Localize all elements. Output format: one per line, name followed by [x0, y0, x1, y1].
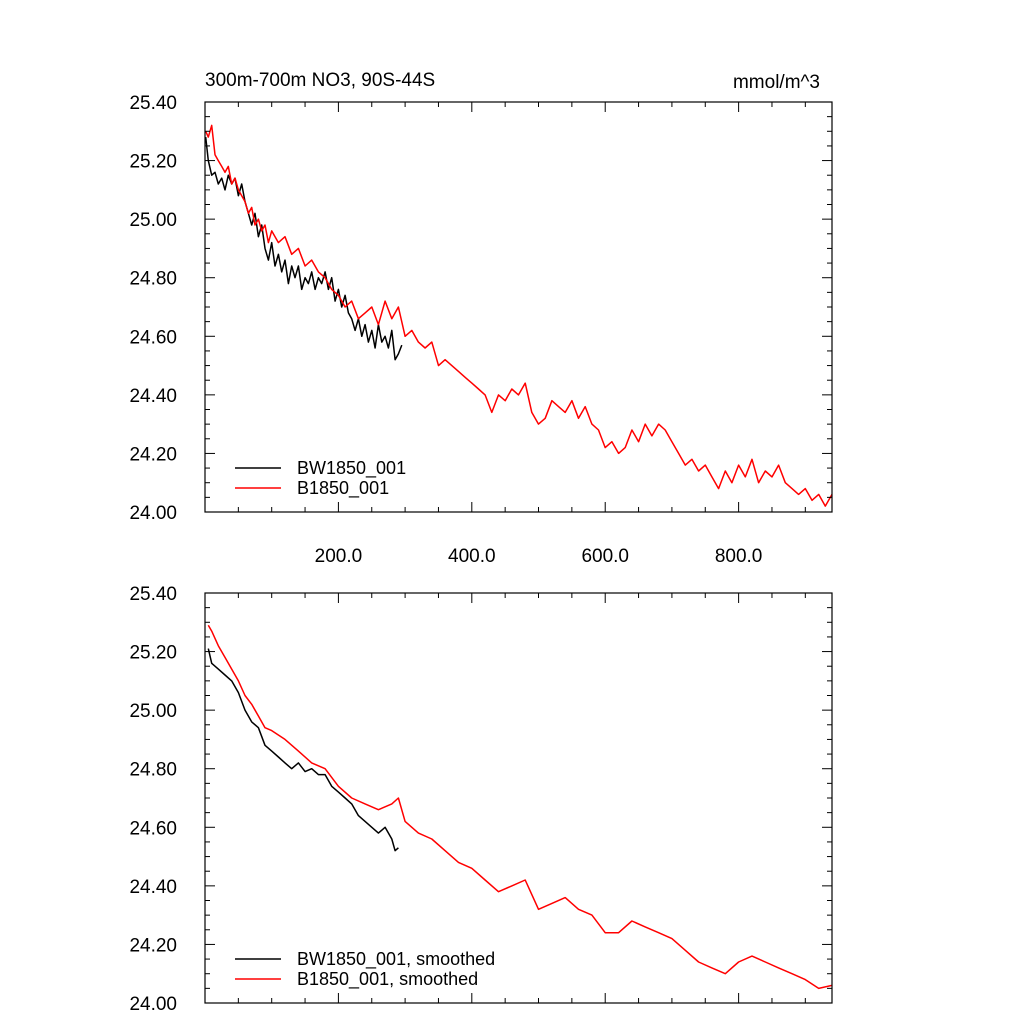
y-tick-label: 25.40 — [129, 93, 177, 114]
y-tick-label: 25.20 — [129, 152, 177, 173]
chart-title: 300m-700m NO3, 90S-44S — [205, 70, 435, 91]
y-tick-label: 24.20 — [129, 444, 177, 465]
series-group — [207, 624, 832, 990]
x-tick-label: 800.0 — [715, 546, 763, 567]
legend-label: BW1850_001, smoothed — [297, 949, 495, 970]
y-tick-label: 24.40 — [129, 386, 177, 407]
y-tick-label: 25.00 — [129, 210, 177, 231]
x-tick-label: 400.0 — [448, 546, 496, 567]
series-line-bw1850 — [205, 137, 403, 361]
series-line-b1850 — [207, 624, 832, 990]
series-line-b1850 — [205, 124, 832, 507]
y-tick-label: 24.20 — [129, 935, 177, 956]
series-line-bw1850 — [207, 648, 399, 852]
y-tick-label: 24.80 — [129, 269, 177, 290]
y-tick-label: 25.00 — [129, 701, 177, 722]
y-tick-label: 24.60 — [129, 327, 177, 348]
y-tick-label: 25.20 — [129, 643, 177, 664]
series-group — [205, 124, 832, 507]
legend-label: B1850_001 — [297, 478, 389, 499]
units-label: mmol/m^3 — [733, 72, 820, 93]
top-panel: 24.00 24.20 24.40 24.60 24.80 25.00 25.20 25.40… — [129, 70, 833, 567]
x-tick-label: 200.0 — [315, 546, 363, 567]
y-tick-label: 24.40 — [129, 877, 177, 898]
legend-label: B1850_001, smoothed — [297, 969, 478, 990]
bottom-panel: 24.00 24.20 24.40 24.60 24.80 25.00 25.20 25.40… — [129, 584, 833, 1015]
y-tick-label: 24.60 — [129, 818, 177, 839]
x-tick-label: 600.0 — [581, 546, 629, 567]
y-tick-label: 24.00 — [129, 994, 177, 1015]
y-tick-label: 24.00 — [129, 503, 177, 524]
legend-label: BW1850_001 — [297, 458, 406, 479]
y-tick-label: 24.80 — [129, 760, 177, 781]
y-tick-label: 25.40 — [129, 584, 177, 605]
